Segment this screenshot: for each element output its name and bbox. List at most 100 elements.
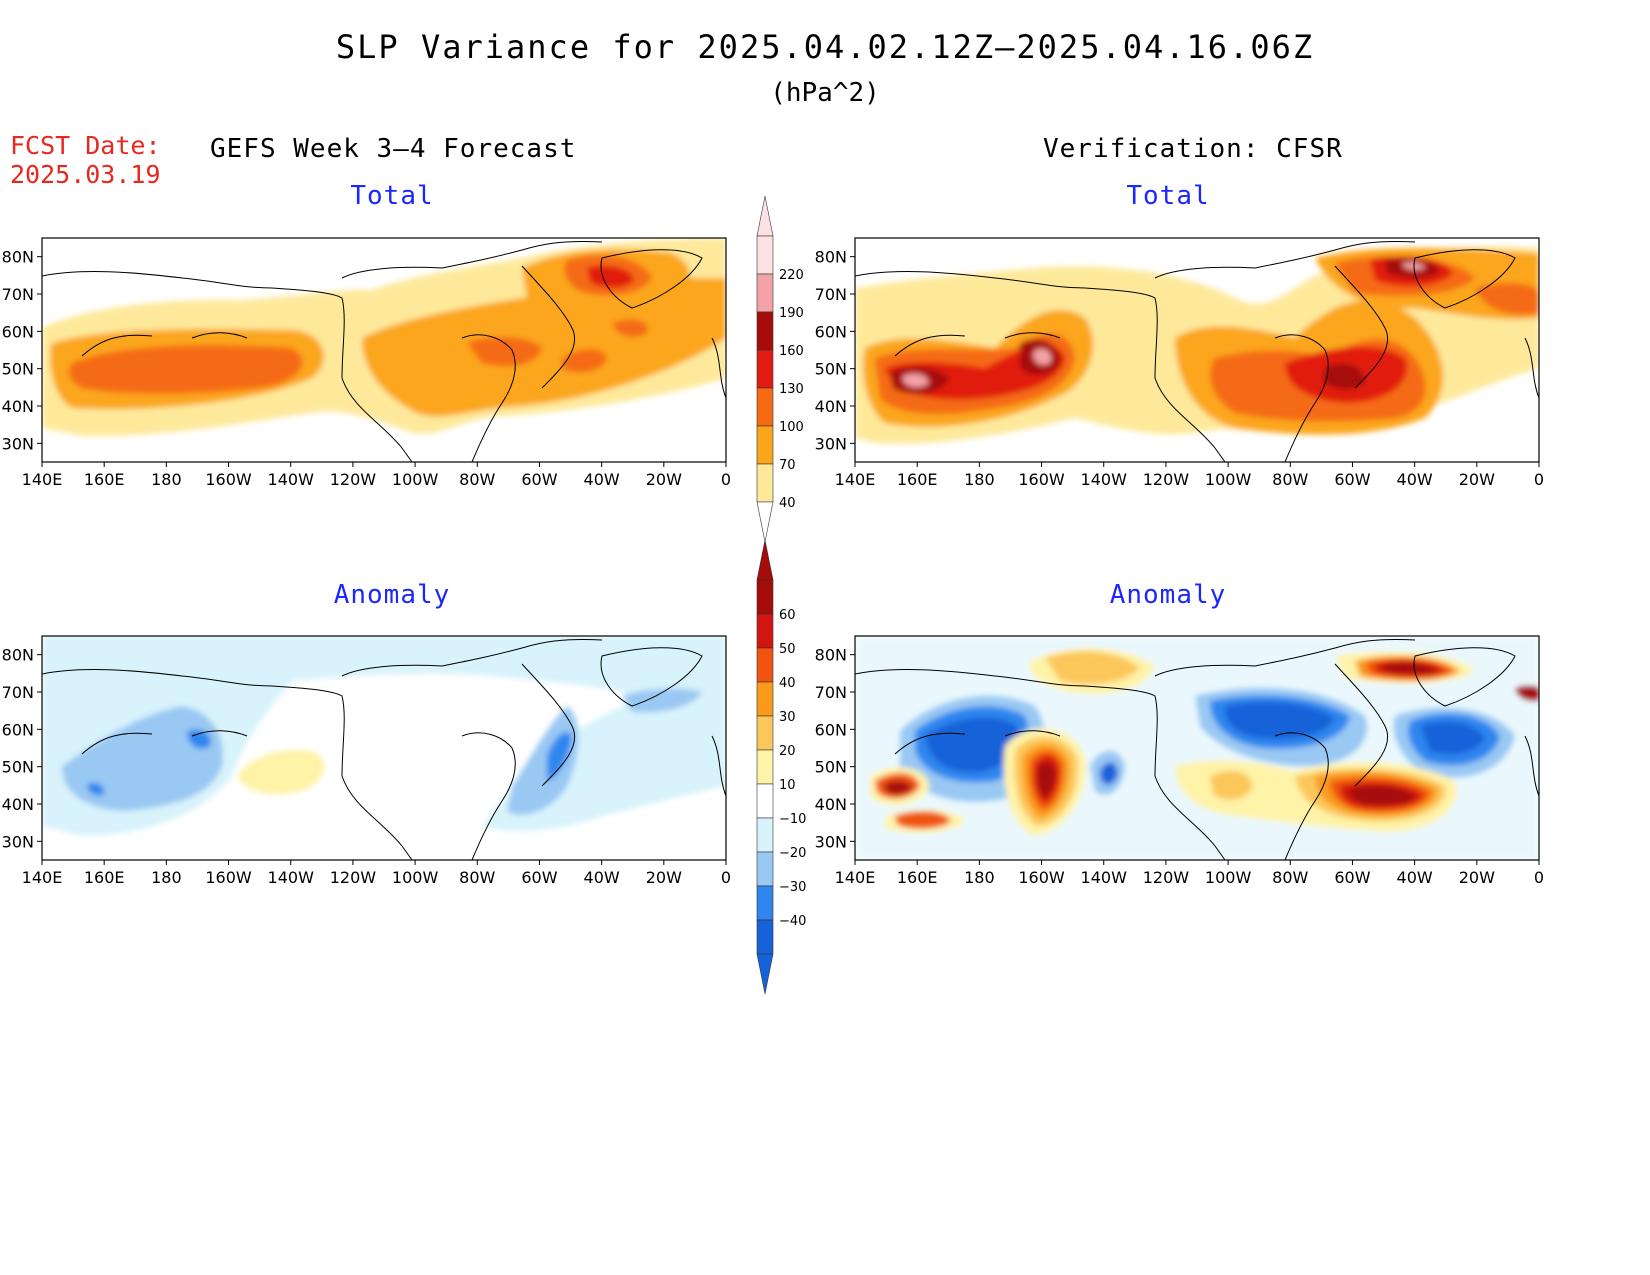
- contour-100d: [1475, 283, 1539, 315]
- contour-100e: [612, 319, 648, 337]
- contour-minus40d: [1100, 762, 1118, 785]
- units-label: (hPa^2): [770, 78, 880, 108]
- colorbar-segment: [756, 885, 774, 921]
- lon-tick-label: 160E: [897, 470, 938, 489]
- contour-plus20d: [1210, 770, 1253, 800]
- lat-tick-label: 30N: [2, 434, 34, 453]
- colorbar-label: 30: [779, 710, 796, 725]
- map-frame: [41, 237, 727, 463]
- colorbar-bottom-arrow: [756, 501, 774, 543]
- lon-tick-label: 160E: [897, 868, 938, 887]
- colorbar-label: 100: [779, 420, 804, 435]
- colorbar-label: 190: [779, 306, 804, 321]
- colorbar-segment: [756, 647, 774, 683]
- lon-tick-label: 140W: [268, 470, 315, 489]
- map-panel-forecast-total: 80N 70N 60N 50N 40N 30N 140E 160E 180 160W 140W 12…: [2, 237, 731, 489]
- lon-tick-label: 60W: [521, 470, 557, 489]
- lon-tick-label: 100W: [1205, 470, 1252, 489]
- panel-title-tr: Total: [1126, 181, 1210, 211]
- lon-tick-label: 120W: [330, 868, 377, 887]
- coastlines-forecast-anomaly: [42, 638, 726, 860]
- contour-plus60d: [885, 780, 912, 795]
- contour-plus60: [1037, 763, 1055, 796]
- lon-tick-label: 140W: [1081, 868, 1128, 887]
- lon-tick-label: 40W: [1397, 470, 1433, 489]
- contour-plus60e: [1515, 685, 1539, 702]
- lat-tick-label: 80N: [815, 248, 847, 267]
- lon-tick-label: 0: [721, 868, 731, 887]
- lon-tick-label: 180: [151, 868, 182, 887]
- lon-tick-label: 80W: [459, 470, 495, 489]
- lat-tick-label: 70N: [815, 683, 847, 702]
- colorbar-segment: [756, 715, 774, 751]
- lon-tick-label: 140E: [22, 868, 63, 887]
- lon-axis-verification-total: 140E 160E 180 160W 140W 120W 100W 80W 60W 40W 20W 0: [835, 462, 1544, 489]
- contour-100: [69, 345, 303, 394]
- contour-plus40e: [895, 811, 951, 829]
- lon-tick-label: 40W: [584, 868, 620, 887]
- lon-tick-label: 60W: [1334, 470, 1370, 489]
- lon-tick-label: 20W: [1459, 868, 1495, 887]
- lat-tick-label: 30N: [815, 832, 847, 851]
- lat-axis-verification-anomaly: 80N 70N 60N 50N 40N 30N: [815, 646, 855, 851]
- contour-190b: [1033, 348, 1052, 365]
- lon-tick-label: 160E: [84, 868, 125, 887]
- lon-tick-label: 120W: [1143, 868, 1190, 887]
- shading-forecast-anomaly: [42, 636, 726, 836]
- map-panel-verification-total: 80N 70N 60N 50N 40N 30N 140E 160E 180 160W 140W 12…: [815, 237, 1544, 489]
- colorbar-label: 40: [779, 676, 796, 691]
- lat-tick-label: 40N: [2, 795, 34, 814]
- contour-minus30c: [547, 732, 572, 781]
- contour-minus40b: [1224, 702, 1335, 739]
- lon-tick-label: 140W: [1081, 470, 1128, 489]
- lat-tick-label: 40N: [815, 397, 847, 416]
- lat-tick-label: 60N: [2, 322, 34, 341]
- colorbar-label: 50: [779, 642, 796, 657]
- colorbar-segment: [756, 919, 774, 955]
- colorbar-total: 40 70 100 130 160 190 220: [756, 195, 804, 543]
- colorbar-segment: [756, 425, 774, 465]
- contour-minus20: [62, 706, 223, 811]
- lat-axis-forecast-anomaly: 80N 70N 60N 50N 40N 30N: [2, 646, 42, 851]
- contour-130: [587, 265, 634, 288]
- contour-minus30b: [87, 782, 105, 796]
- lon-tick-label: 160W: [1018, 470, 1065, 489]
- map-panel-forecast-anomaly: 80N 70N 60N 50N 40N 30N 140E 160E 180 160W 140W 12…: [2, 635, 731, 887]
- colorbar-label: 10: [779, 778, 796, 793]
- colorbar-segment: [756, 851, 774, 887]
- map-frame: [41, 635, 727, 861]
- colorbar-top-arrow: [756, 539, 774, 581]
- contour-plus10: [237, 749, 325, 795]
- right-column-title: Verification: CFSR: [1043, 134, 1343, 164]
- lon-tick-label: 180: [151, 470, 182, 489]
- map-panel-verification-anomaly: 80N 70N 60N 50N 40N 30N 140E 160E 180 160W 140W 12…: [815, 635, 1544, 887]
- lat-tick-label: 60N: [2, 720, 34, 739]
- lon-tick-label: 40W: [1397, 868, 1433, 887]
- lon-tick-label: 60W: [521, 868, 557, 887]
- lon-axis-forecast-anomaly: 140E 160E 180 160W 140W 120W 100W 80W 60W 40W 20W 0: [22, 860, 731, 887]
- lat-tick-label: 40N: [2, 397, 34, 416]
- lat-tick-label: 50N: [815, 360, 847, 379]
- lon-tick-label: 20W: [1459, 470, 1495, 489]
- contour-190: [903, 373, 929, 388]
- colorbar-label: 220: [779, 268, 804, 283]
- colorbar-segment: [756, 579, 774, 615]
- colorbar-label: 60: [779, 608, 796, 623]
- lat-tick-label: 30N: [2, 832, 34, 851]
- lat-tick-label: 50N: [815, 758, 847, 777]
- panel-title-br: Anomaly: [1109, 580, 1227, 610]
- lon-tick-label: 100W: [1205, 868, 1252, 887]
- lon-axis-verification-anomaly: 140E 160E 180 160W 140W 120W 100W 80W 60W 40W 20W 0: [835, 860, 1544, 887]
- lon-tick-label: 80W: [1272, 470, 1308, 489]
- colorbar-anomaly: −40 −30 −20 −10 10 20 30 40 50 60: [756, 539, 806, 995]
- colorbar-label: 130: [779, 382, 804, 397]
- lon-tick-label: 140E: [835, 470, 876, 489]
- colorbar-bottom-arrow: [756, 953, 774, 995]
- contour-minus30: [187, 729, 211, 749]
- colorbar-label: 40: [779, 496, 796, 511]
- lon-tick-label: 20W: [646, 470, 682, 489]
- shading-verification-anomaly: [855, 636, 1539, 860]
- colorbar-segment: [756, 613, 774, 649]
- forecast-date-value: 2025.03.19: [10, 160, 161, 189]
- lat-tick-label: 50N: [2, 758, 34, 777]
